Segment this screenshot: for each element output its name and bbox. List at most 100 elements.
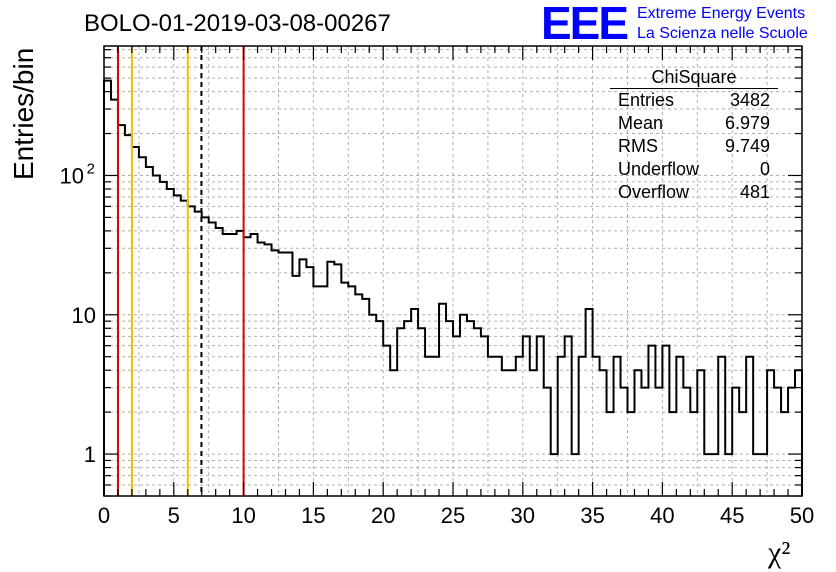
x-tick-label: 0	[98, 503, 110, 528]
histogram-bin	[279, 252, 286, 496]
histogram-bin	[244, 237, 251, 496]
histogram-bin	[118, 125, 125, 496]
histogram-bin	[565, 336, 572, 496]
x-tick-label: 40	[650, 503, 674, 528]
histogram-bin	[237, 231, 244, 496]
histogram-bin	[355, 294, 362, 496]
x-tick-label: 35	[580, 503, 604, 528]
histogram-bin	[181, 201, 188, 496]
histogram-bin	[683, 388, 690, 496]
histogram-bin	[383, 346, 390, 496]
x-axis-label: χ²	[768, 536, 791, 569]
histogram-bin	[104, 81, 111, 496]
histogram-bin	[655, 388, 662, 496]
stats-label: Overflow	[618, 182, 690, 202]
histogram-bin	[306, 267, 313, 496]
histogram-bin	[334, 264, 341, 496]
stats-row-underflow: Underflow 0	[610, 158, 778, 181]
histogram-bin	[530, 370, 537, 496]
stats-value: 3482	[729, 90, 770, 110]
x-tick-label: 5	[168, 503, 180, 528]
histogram-bin	[460, 315, 467, 496]
histogram-bin	[488, 357, 495, 496]
histogram-bin	[746, 357, 753, 496]
stats-value: 481	[739, 182, 770, 202]
histogram-bin	[614, 357, 621, 496]
histogram-bin	[313, 286, 320, 496]
histogram-bin	[453, 336, 460, 496]
y-tick-label-exponent: 2	[87, 160, 95, 177]
histogram-bin	[404, 321, 411, 496]
stats-label: Mean	[618, 113, 664, 133]
stats-row-entries: Entries 3482	[610, 89, 778, 112]
histogram-bin	[369, 315, 376, 496]
stats-label: Entries	[618, 90, 675, 110]
histogram-bin	[593, 357, 600, 496]
histogram-bin	[718, 357, 725, 496]
histogram-bin	[544, 388, 551, 496]
stats-label: RMS	[618, 136, 658, 156]
histogram-bin	[648, 346, 655, 496]
stats-row-overflow: Overflow 481	[610, 181, 778, 204]
chart-title: BOLO-01-2019-03-08-00267	[84, 10, 391, 37]
histogram-bin	[523, 336, 530, 496]
histogram-bin	[272, 250, 279, 496]
logo-line-1: Extreme Energy Events	[637, 5, 806, 22]
histogram-bin	[160, 182, 167, 496]
histogram-bin	[509, 370, 516, 496]
x-tick-label: 20	[371, 503, 395, 528]
histogram-bin	[537, 336, 544, 496]
histogram-bin	[425, 357, 432, 496]
histogram-bin	[348, 286, 355, 496]
histogram-bin	[662, 346, 669, 496]
x-tick-label: 30	[511, 503, 535, 528]
histogram-bin	[167, 189, 174, 496]
logo-line-2: La Scienza nelle Scuole	[637, 25, 808, 42]
histogram-bin	[258, 243, 265, 496]
histogram-bin	[641, 388, 648, 496]
histogram-bin	[139, 157, 146, 496]
histogram-bin	[788, 388, 795, 496]
x-tick-label: 10	[231, 503, 255, 528]
histogram-series	[103, 79, 803, 496]
histogram-bin	[390, 370, 397, 496]
histogram-bin	[285, 252, 292, 496]
histogram-bin	[676, 357, 683, 496]
stats-value: 0	[759, 159, 770, 179]
histogram-bin	[292, 276, 299, 496]
y-tick-label: 10	[60, 163, 84, 188]
stats-row-mean: Mean 6.979	[610, 112, 778, 135]
histogram-bin	[600, 370, 607, 496]
stats-label: Underflow	[618, 159, 700, 179]
histogram-bin	[153, 175, 160, 496]
y-tick-label: 10	[72, 303, 96, 328]
histogram-bin	[376, 321, 383, 496]
histogram-bin	[216, 228, 223, 496]
y-tick-label: 1	[84, 442, 96, 467]
stats-value: 6.979	[724, 113, 770, 133]
histogram-bin	[495, 357, 502, 496]
stats-row-rms: RMS 9.749	[610, 135, 778, 158]
x-tick-label: 50	[790, 503, 814, 528]
histogram-bin	[502, 370, 509, 496]
histogram-bin	[432, 357, 439, 496]
histogram-bin	[320, 286, 327, 496]
eee-logo: EEE Extreme Energy Events La Scienza nel…	[541, 0, 836, 49]
histogram-bin	[111, 100, 118, 496]
histogram-bin	[634, 370, 641, 496]
histogram-bin	[697, 370, 704, 496]
histogram-bin	[795, 370, 802, 496]
histogram-bin	[467, 321, 474, 496]
histogram-bin	[579, 357, 586, 496]
histogram-bin	[732, 388, 739, 496]
histogram-bin	[558, 357, 565, 496]
histogram-bin	[621, 388, 628, 496]
histogram-bin	[209, 222, 216, 496]
histogram-bin	[446, 321, 453, 496]
x-tick-label: 25	[441, 503, 465, 528]
logo-mark: EEE	[541, 0, 629, 49]
x-tick-label: 45	[720, 503, 744, 528]
histogram-bin	[774, 388, 781, 496]
histogram-bin	[516, 357, 523, 496]
